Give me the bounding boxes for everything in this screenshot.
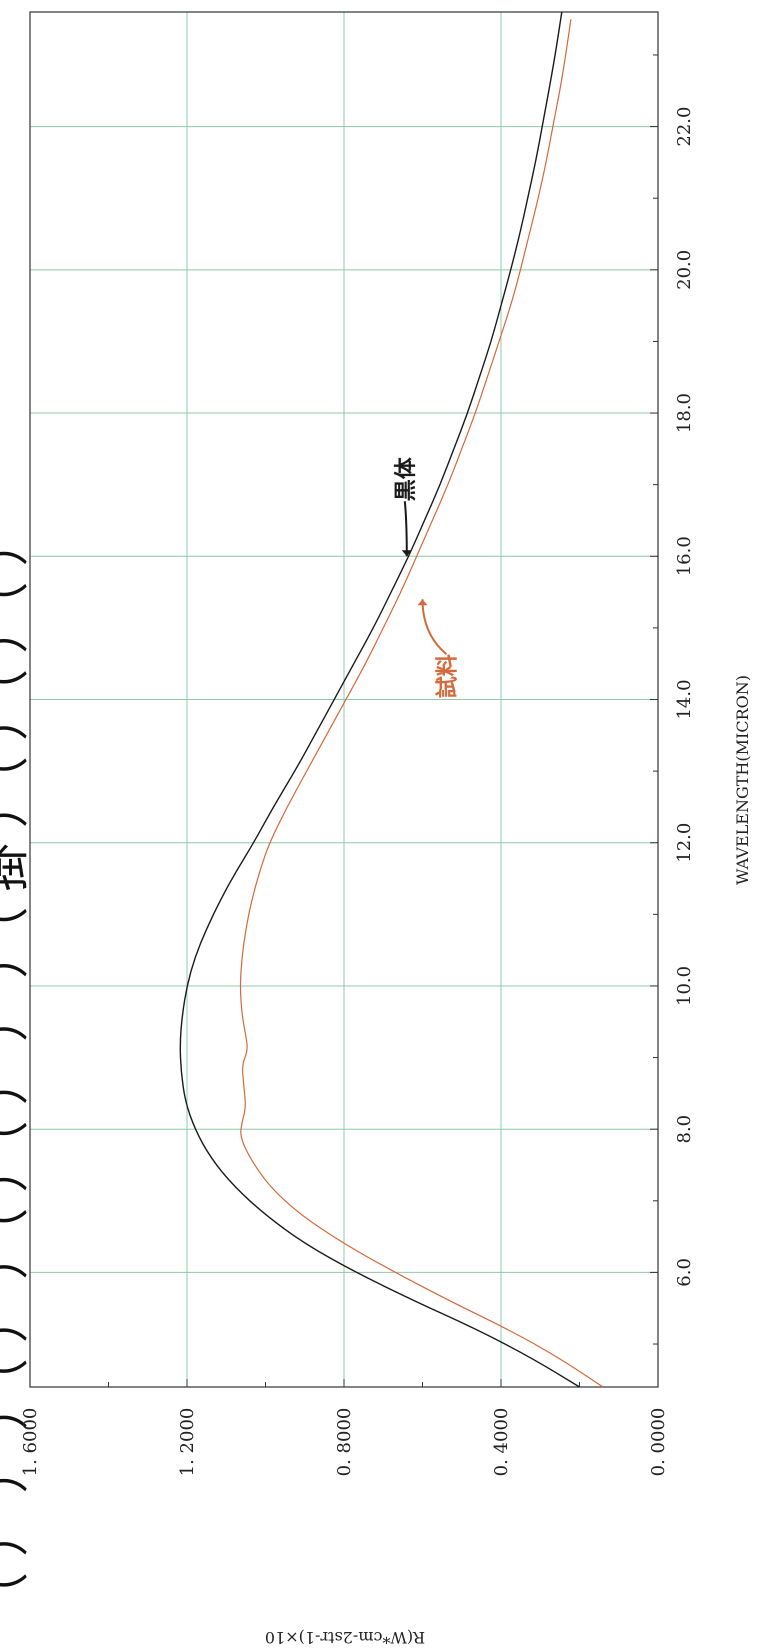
series-lines	[179, 11, 604, 1388]
x-tick-label: 16.0	[674, 536, 695, 576]
x-tick-label: 8.0	[674, 1115, 695, 1144]
x-tick-label: 14.0	[674, 679, 695, 719]
x-axis-label: WAVELENGTH(MICRON)	[733, 675, 752, 885]
x-tick-label: 22.0	[674, 107, 695, 147]
x-tick-label: 12.0	[674, 823, 695, 863]
annotation-label: 試料	[435, 654, 461, 698]
y-axis-label: R(W*cm-2str-1)×10	[265, 1628, 425, 1647]
annotation-arrow	[403, 501, 408, 557]
title-fragment: （ ） ） ）（ ） ）（ ）（ ） ） ）（ 掛 ）（ ）（ ）（ ）	[0, 518, 34, 1620]
annotation-arrowhead	[401, 550, 412, 557]
y-tick-label: 1. 2000	[177, 1408, 198, 1477]
annotation-arrowhead	[417, 599, 428, 606]
x-tick-label: 6.0	[674, 1258, 695, 1287]
x-axis-ticks: 6.0 8.0 10.0 12.0 14.0 16.0 18.0 20.0 22.0	[650, 54, 695, 1345]
grid	[29, 12, 659, 1387]
y-tick-label: 0. 0000	[648, 1408, 669, 1477]
x-tick-label: 18.0	[674, 393, 695, 433]
annotation-label: 黒体	[394, 456, 419, 501]
y-tick-label: 0. 4000	[491, 1408, 512, 1477]
y-tick-label: 1. 6000	[20, 1408, 41, 1477]
y-axis-ticks: 0. 0000 0. 4000 0. 8000 1. 2000 1. 6000	[20, 1379, 669, 1476]
x-tick-label: 20.0	[674, 250, 695, 290]
series-line-0	[179, 11, 580, 1388]
annotation-arrow	[421, 599, 448, 656]
x-tick-label: 10.0	[674, 966, 695, 1006]
y-tick-label: 0. 8000	[334, 1408, 355, 1477]
series-line-1	[239, 19, 604, 1388]
